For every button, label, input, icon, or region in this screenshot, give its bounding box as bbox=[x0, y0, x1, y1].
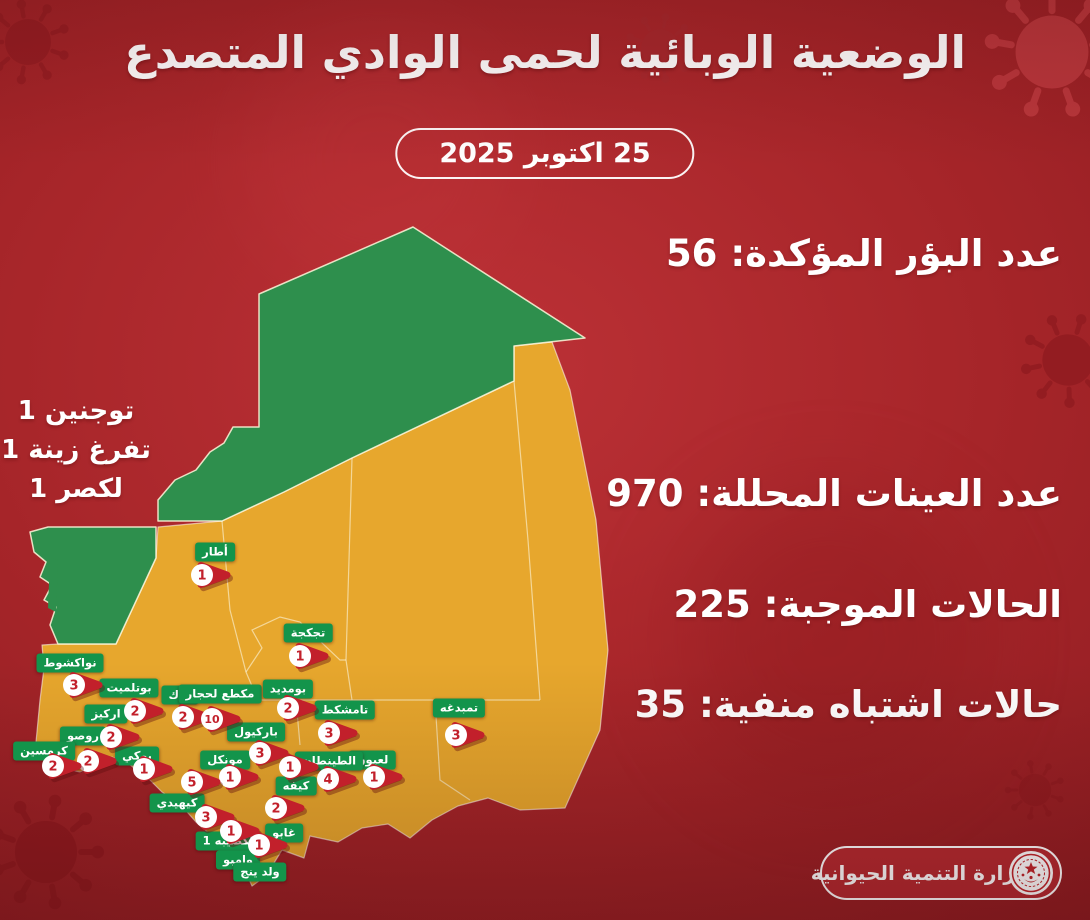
svg-text:10: 10 bbox=[204, 713, 220, 726]
svg-text:1: 1 bbox=[139, 763, 148, 778]
svg-text:2: 2 bbox=[271, 802, 280, 817]
side-locality-item: توجنين 1 bbox=[17, 396, 135, 426]
map-peninsula bbox=[48, 558, 58, 612]
map-count-pin: 2 bbox=[123, 692, 167, 734]
svg-text:1: 1 bbox=[295, 650, 304, 665]
map-count-pin: 1 bbox=[132, 750, 176, 792]
svg-text:1: 1 bbox=[226, 825, 235, 840]
map-city-label: غابو bbox=[265, 823, 303, 843]
map-count-pin: 3 bbox=[317, 714, 361, 756]
map-count-pin: 2 bbox=[171, 698, 215, 740]
side-locality-item: تفرغ زينة 1 bbox=[1, 435, 151, 465]
map-city-label: أطار bbox=[195, 542, 235, 562]
svg-text:2: 2 bbox=[48, 760, 57, 775]
map-count-pin: 1 bbox=[362, 758, 406, 800]
svg-text:2: 2 bbox=[178, 711, 187, 726]
side-locality-list: توجنين 1 تفرغ زينة 1 لكصر 1 bbox=[0, 392, 152, 509]
svg-text:4: 4 bbox=[323, 773, 332, 788]
map-count-pin: 2 bbox=[264, 789, 308, 831]
stat-positive-cases: الحالات الموجبة: 225 bbox=[673, 583, 1062, 626]
map-city-label: مونكل bbox=[200, 750, 250, 770]
svg-text:3: 3 bbox=[201, 811, 210, 826]
svg-text:1: 1 bbox=[285, 761, 294, 776]
map-city-label: تجكجة bbox=[283, 623, 333, 643]
map-city-label: باركيول bbox=[227, 722, 285, 742]
map-count-pin: 3 bbox=[194, 798, 238, 840]
stat-analyzed-samples: عدد العينات المحللة: 970 bbox=[606, 472, 1062, 515]
map-count-pin: 3 bbox=[444, 716, 488, 758]
map-city-label: بوتلميت bbox=[99, 678, 159, 698]
map-count-pin: 2 bbox=[41, 747, 85, 789]
map-region-north-green bbox=[157, 226, 586, 522]
svg-text:2: 2 bbox=[283, 702, 292, 717]
svg-text:3: 3 bbox=[451, 729, 460, 744]
map-count-pin: 10 bbox=[200, 700, 244, 742]
stat-confirmed-foci: عدد البؤر المؤكدة: 56 bbox=[665, 232, 1062, 275]
map-city-label: نواكشوط bbox=[36, 653, 104, 673]
svg-text:1: 1 bbox=[197, 569, 206, 584]
map-city-label: تمبدغه bbox=[432, 698, 486, 718]
map-city-label: تامشكط bbox=[314, 700, 376, 720]
map-city-label: روصو bbox=[59, 726, 107, 746]
svg-text:3: 3 bbox=[324, 727, 333, 742]
map-count-pin: 4 bbox=[316, 760, 360, 802]
svg-text:1: 1 bbox=[369, 771, 378, 786]
svg-text:5: 5 bbox=[187, 776, 196, 791]
svg-text:1: 1 bbox=[225, 771, 234, 786]
map-count-pin: 1 bbox=[278, 748, 322, 790]
map-count-pin: 5 bbox=[180, 763, 224, 805]
ministry-seal-icon bbox=[1009, 851, 1053, 895]
map-count-pin: 1 bbox=[247, 826, 291, 868]
ministry-name: وزارة التنمية الحيوانية bbox=[810, 861, 1028, 885]
map-count-pin: 2 bbox=[76, 742, 120, 784]
map-city-label: بومديد bbox=[262, 679, 314, 699]
map-count-pin: 1 bbox=[288, 637, 332, 679]
map-city-label: كيهيدي bbox=[149, 793, 205, 813]
map-count-pin: 2 bbox=[276, 689, 320, 731]
svg-text:3: 3 bbox=[69, 679, 78, 694]
svg-text:3: 3 bbox=[255, 747, 264, 762]
date-badge: 25 اكتوبر 2025 bbox=[395, 128, 695, 179]
map-count-pin: 3 bbox=[62, 666, 106, 708]
map-city-label: اركيز bbox=[84, 704, 128, 724]
map-city-label: مكطع لحجار bbox=[178, 684, 262, 704]
svg-text:2: 2 bbox=[130, 705, 139, 720]
map-count-pin: 1 bbox=[219, 812, 263, 854]
map-count-pin: 1 bbox=[190, 556, 234, 598]
side-locality-item: لكصر 1 bbox=[29, 474, 123, 504]
map-count-pin: 1 bbox=[218, 758, 262, 800]
map-city-label: ولد ينج bbox=[233, 862, 287, 882]
svg-text:2: 2 bbox=[83, 755, 92, 770]
map-region-coastal-green bbox=[29, 526, 157, 645]
page-title: الوضعية الوبائية لحمى الوادي المتصدع bbox=[124, 26, 966, 79]
svg-text:1: 1 bbox=[254, 839, 263, 854]
svg-text:2: 2 bbox=[106, 731, 115, 746]
ministry-badge: وزارة التنمية الحيوانية bbox=[810, 846, 1062, 900]
stat-negative-suspect-cases: حالات اشتباه منفية: 35 bbox=[634, 683, 1062, 726]
map-count-pin: 3 bbox=[248, 734, 292, 776]
map-count-pin: 2 bbox=[99, 718, 143, 760]
map-city-label: كيفه bbox=[275, 776, 317, 796]
